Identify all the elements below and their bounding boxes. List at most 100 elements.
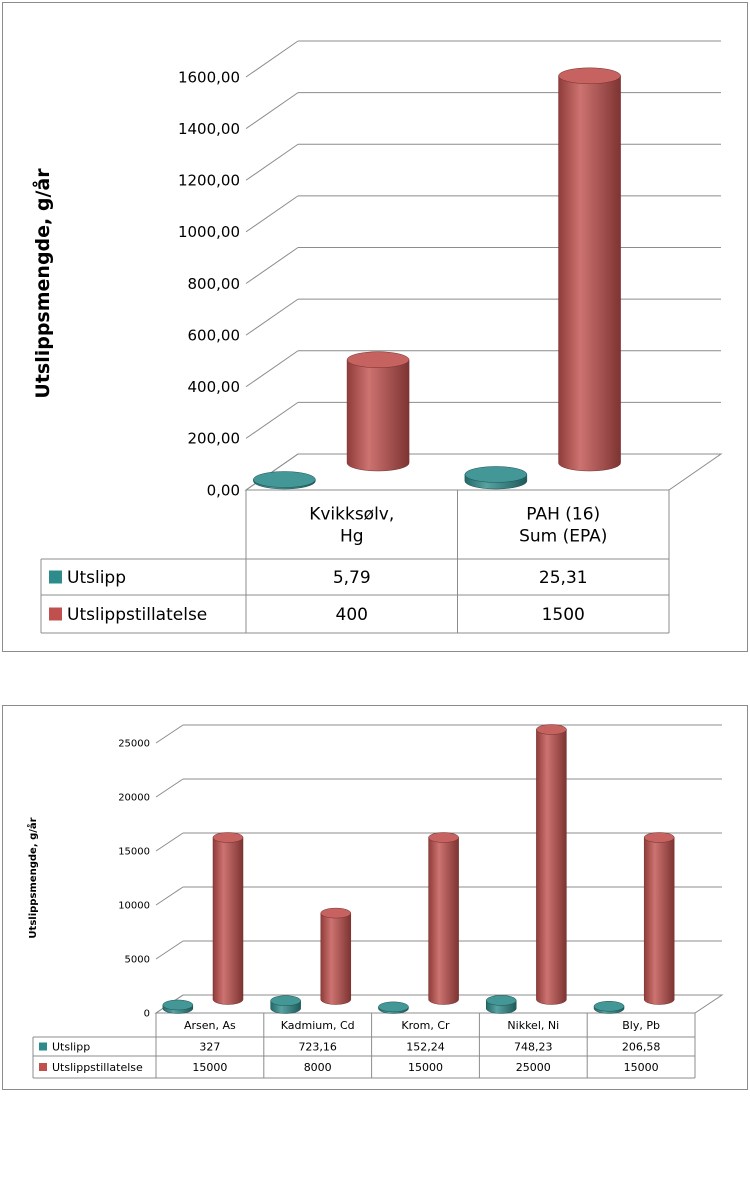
bar-utslippstillatelse	[320, 907, 352, 1005]
data-label: 15000	[624, 1061, 659, 1074]
gridline-side	[245, 401, 299, 439]
data-label: 1500	[542, 605, 585, 625]
data-label: 723,16	[298, 1040, 337, 1053]
y-tick-label: 1200,00	[178, 172, 240, 190]
data-label: 15000	[408, 1061, 443, 1074]
category-label: Krom, Cr	[401, 1019, 450, 1032]
gridline-side	[245, 247, 299, 284]
y-tick-label: 0	[144, 1009, 150, 1020]
bar-top	[643, 832, 675, 843]
y-tick-label: 200,00	[188, 430, 241, 448]
category-label: PAH (16)	[526, 504, 600, 524]
bar-top	[162, 999, 194, 1011]
gridline-side	[245, 92, 299, 130]
category-label: Kadmium, Cd	[281, 1019, 355, 1032]
data-label: 5,79	[333, 568, 371, 588]
bar-utslipp	[464, 466, 528, 490]
legend-key	[49, 607, 62, 621]
data-label: 748,23	[514, 1040, 553, 1053]
y-tick-label: 1400,00	[178, 120, 240, 138]
legend-key	[49, 570, 62, 584]
bar-top	[253, 471, 316, 488]
bar-top	[593, 1001, 625, 1012]
category-label: Kvikksølv,	[309, 504, 394, 524]
bar-body	[536, 729, 567, 1005]
bar-body	[428, 837, 459, 1005]
bar-body	[212, 837, 244, 1005]
bar-utslippstillatelse	[558, 67, 621, 472]
bar-top	[212, 832, 244, 843]
chart-1: 0,00 200,00 400,00 600,00 800,00 1000,00 1200,…	[30, 40, 723, 634]
bar-utslipp	[253, 471, 316, 490]
gridline-side	[245, 195, 299, 233]
category-label: Sum (EPA)	[519, 527, 607, 547]
bar-top	[464, 466, 528, 483]
y-tick-label: 1600,00	[178, 68, 240, 86]
y-tick-label: 25000	[118, 739, 150, 750]
category-label: Hg	[340, 527, 364, 547]
y-tick-label: 20000	[118, 793, 150, 804]
bar-utslipp	[485, 995, 517, 1014]
chart-2: 0 5000 10000 15000 20000 25000 Arsen, As Kadmiu…	[26, 724, 724, 1079]
y-tick-label: 400,00	[188, 378, 241, 396]
grid	[244, 40, 723, 491]
bar-body	[643, 837, 675, 1005]
bar-top	[346, 351, 410, 368]
gridline-side	[155, 724, 184, 744]
bar-utslippstillatelse	[536, 724, 567, 1005]
bar-top	[536, 724, 567, 735]
legend-label: Utslippstillatelse	[67, 605, 207, 625]
bar-utslipp	[270, 995, 301, 1014]
legend-key	[39, 1042, 47, 1051]
gridline-side	[245, 143, 299, 181]
chart-2-frame: 0 5000 10000 15000 20000 25000 Arsen, As Kadmiu…	[2, 705, 748, 1090]
data-label: 152,24	[406, 1040, 445, 1053]
data-table: Kvikksølv, Hg PAH (16) Sum (EPA) Utslipp 5,79…	[40, 490, 670, 634]
gridline-side	[155, 832, 184, 852]
data-label: 206,58	[622, 1040, 661, 1053]
data-label: 400	[336, 605, 368, 625]
legend-label: Utslipp	[67, 568, 126, 588]
category-label: Bly, Pb	[622, 1019, 660, 1032]
data-label: 25,31	[539, 568, 588, 588]
y-axis-label: Utslippsmengde, g/år	[30, 168, 54, 399]
bar-top	[428, 832, 459, 843]
bar-top	[270, 995, 301, 1006]
bar-top	[558, 67, 621, 85]
category-label: Arsen, As	[184, 1019, 236, 1032]
y-tick-label: 800,00	[188, 275, 241, 293]
gridline-side	[155, 886, 184, 906]
bar-utslipp	[593, 1001, 625, 1014]
data-label: 327	[199, 1040, 220, 1053]
y-tick-label: 1000,00	[178, 223, 240, 241]
y-tick-label: 0,00	[207, 481, 240, 499]
chart-1-frame: 0,00 200,00 400,00 600,00 800,00 1000,00 1200,…	[2, 2, 748, 652]
legend-key	[39, 1063, 47, 1071]
bar-top	[485, 995, 517, 1006]
legend-label: Utslipp	[52, 1040, 90, 1053]
bar-top	[378, 1001, 409, 1013]
gridline-side	[245, 298, 299, 336]
data-label: 15000	[192, 1061, 227, 1074]
y-tick-label: 15000	[118, 847, 150, 858]
gridline-side	[245, 350, 299, 388]
gridline-side	[155, 778, 184, 798]
bar-utslipp	[378, 1001, 409, 1014]
bar-body	[320, 912, 352, 1005]
bar-utslippstillatelse	[212, 832, 244, 1005]
bar-body	[558, 75, 621, 472]
data-label: 8000	[304, 1061, 332, 1074]
y-axis-label: Utslippsmengde, g/år	[26, 817, 39, 938]
category-label: Nikkel, Ni	[507, 1019, 559, 1032]
legend-label: Utslippstillatelse	[52, 1061, 143, 1074]
gridline-side	[245, 40, 299, 78]
y-tick-label: 600,00	[188, 326, 241, 344]
data-table: Arsen, As Kadmium, Cd Krom, Cr Nikkel, Ni Bl…	[32, 1013, 696, 1079]
y-tick-label: 5000	[125, 955, 150, 966]
y-tick-label: 10000	[118, 901, 150, 912]
bar-top	[320, 907, 352, 919]
bar-body	[346, 359, 410, 472]
gridline-side	[155, 940, 184, 960]
chart-floor	[244, 453, 723, 491]
bar-utslipp	[162, 999, 194, 1014]
